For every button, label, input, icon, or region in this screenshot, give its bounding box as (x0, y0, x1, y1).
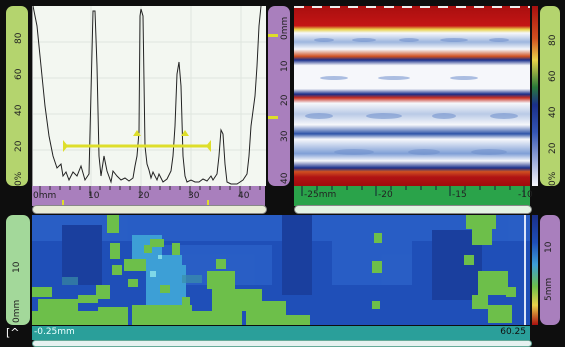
ascan-amplitude-ruler[interactable] (6, 6, 28, 186)
cscan-depth-ruler-right[interactable]: 5mm 10 (540, 215, 560, 325)
cscan-color-scale (532, 215, 538, 325)
bscan-y-tick: 10 (280, 60, 290, 72)
ascan-y-tick: 20 (14, 140, 24, 152)
cscan-scan-start: -0.25mm (34, 327, 75, 337)
cscan-horizontal-scrollbar[interactable] (32, 340, 532, 347)
cscan-scan-end: 60.25 (500, 327, 526, 337)
bscan-x-tick: -15 (452, 190, 467, 200)
ascan-waveform-svg (32, 5, 266, 186)
bscan-index-ticks-svg (301, 186, 525, 196)
bscan-scale-tick: 60 (548, 70, 558, 82)
cscan-right-tick: 5mm (544, 277, 554, 301)
bscan-image-svg (294, 6, 530, 186)
ascan-plot[interactable] (32, 5, 266, 186)
ascan-gate-end-marker (206, 140, 211, 152)
ascan-x-tick: 20 (138, 191, 150, 201)
ascan-x-tick: 30 (188, 191, 200, 201)
bscan-scale-tick: 40 (548, 106, 558, 118)
bscan-amplitude-ruler[interactable] (540, 6, 560, 186)
ascan-y-tick: 40 (14, 104, 24, 116)
cscan-image-svg (32, 215, 530, 325)
bscan-y-tick: 40 (280, 172, 290, 184)
cscan-cursor-line (524, 215, 526, 325)
cscan-scan-ruler[interactable]: -0.25mm 60.25 (32, 326, 530, 340)
bscan-y-tick: 30 (280, 130, 290, 142)
ascan-gate-peak-marker (133, 130, 141, 136)
ascan-x-tick: 0mm (33, 191, 57, 201)
ascan-x-tick: 40 (238, 191, 250, 201)
bscan-image[interactable] (294, 6, 530, 186)
bscan-horizontal-scrollbar[interactable] (294, 205, 532, 214)
bscan-depth-labels: 0mm 10 20 30 40 (280, 6, 294, 186)
bscan-depth-ruler[interactable] (268, 6, 290, 186)
ascan-gate-start-marker (63, 140, 68, 152)
ascan-y-tick: 60 (14, 68, 24, 80)
cscan-right-tick: 10 (544, 241, 554, 253)
ascan-y-tick: 0% (14, 171, 24, 186)
bscan-index-ruler[interactable]: -25mm -20 -15 -10 (294, 186, 533, 206)
bscan-amplitude-labels: 0% 20 40 60 80 (544, 6, 560, 186)
cscan-index-ruler-left[interactable]: 0mm 10 (6, 215, 30, 325)
bscan-scale-tick: 20 (548, 142, 558, 154)
cscan-image[interactable] (32, 215, 530, 325)
bscan-scale-tick: 80 (548, 34, 558, 46)
ascan-horizontal-scrollbar[interactable] (32, 205, 267, 214)
ascan-depth-ticks-svg (39, 186, 261, 206)
bscan-color-scale (532, 6, 538, 186)
ascan-y-tick: 80 (14, 32, 24, 44)
ascan-depth-ruler[interactable]: 0mm 10 20 30 40 (32, 186, 265, 206)
bscan-gate-marker (268, 116, 278, 119)
bscan-y-tick: 0mm (280, 16, 290, 40)
bscan-scale-tick: 0% (548, 171, 558, 186)
bscan-x-tick: -20 (378, 190, 393, 200)
cscan-cursor-corner[interactable]: [^ (6, 326, 28, 340)
cscan-left-tick: 0mm (12, 299, 22, 323)
ascan-x-tick: 10 (88, 191, 100, 201)
bscan-x-tick: -10 (518, 190, 533, 200)
bracket-caret-icon: [^ (6, 326, 20, 339)
cscan-left-tick: 10 (12, 261, 22, 273)
bscan-gate-marker (268, 34, 278, 37)
ascan-gate-peak-marker (181, 130, 189, 136)
ascan-waveform (32, 5, 262, 185)
bscan-y-tick: 20 (280, 94, 290, 106)
bscan-x-tick: -25mm (304, 190, 337, 200)
ascan-amplitude-labels: 0% 20 40 60 80 (6, 6, 28, 186)
